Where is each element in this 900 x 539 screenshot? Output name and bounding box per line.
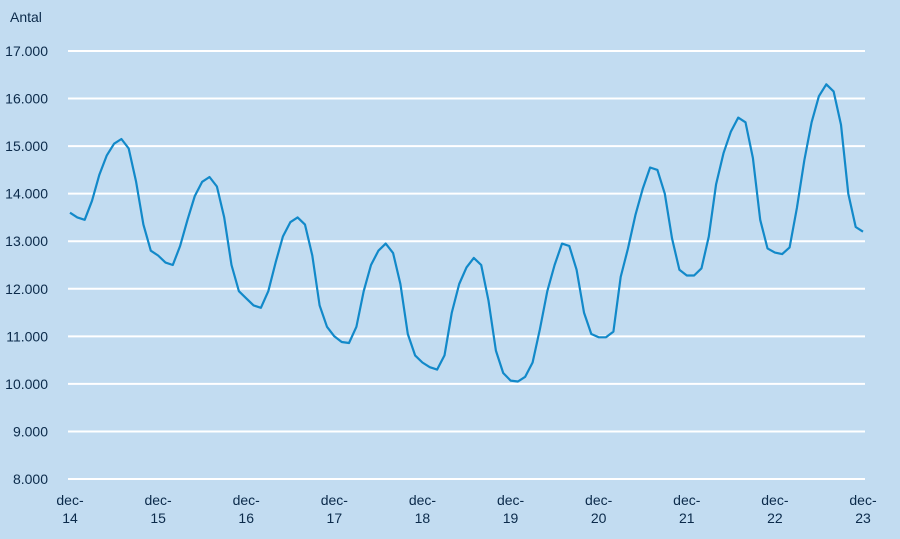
y-tick-label: 8.000	[13, 471, 48, 487]
series-group	[69, 83, 864, 383]
x-tick-label: dec-14	[56, 492, 84, 526]
y-tick-label: 9.000	[13, 423, 48, 439]
gridlines	[68, 50, 865, 480]
x-tick-label: dec-15	[144, 492, 172, 526]
x-tick-label: dec-21	[673, 492, 701, 526]
y-tick-label: 13.000	[5, 233, 48, 249]
y-tick-label: 12.000	[5, 281, 48, 297]
x-tick-label: dec-19	[497, 492, 525, 526]
y-tick-label: 16.000	[5, 91, 48, 107]
x-tick-label: dec-17	[321, 492, 349, 526]
y-axis-title: Antal	[10, 9, 42, 25]
y-tick-label: 17.000	[5, 43, 48, 59]
series-line	[69, 83, 864, 383]
x-tick-label: dec-18	[409, 492, 437, 526]
y-tick-label: 14.000	[5, 186, 48, 202]
y-axis-tick-labels: 8.000 9.000 10.000 11.000 12.000 13.000 14.000…	[5, 43, 48, 487]
y-tick-label: 15.000	[5, 138, 48, 154]
y-tick-label: 11.000	[6, 328, 48, 344]
x-tick-label: dec-22	[761, 492, 789, 526]
x-axis-tick-labels: dec-14 dec-15 dec-16 dec-17 dec-18 dec-19 dec-…	[56, 492, 877, 526]
y-tick-label: 10.000	[5, 376, 48, 392]
x-tick-label: dec-23	[849, 492, 877, 526]
x-tick-label: dec-20	[585, 492, 613, 526]
x-tick-label: dec-16	[233, 492, 261, 526]
